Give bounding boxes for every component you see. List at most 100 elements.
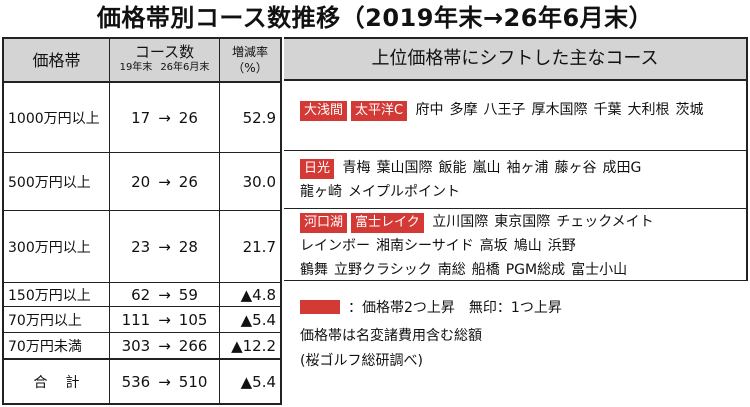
arrow: → bbox=[158, 372, 171, 391]
course-name: 鳩山 bbox=[513, 238, 542, 254]
course-name: 青梅 bbox=[342, 160, 371, 176]
course-name: 飯能 bbox=[438, 160, 467, 176]
course-tag: 大浅間 bbox=[300, 101, 348, 121]
course-group: 大浅間 太平洋C 府中 多摩 八王子 厚木国際 千葉 大利根 茨城 bbox=[284, 81, 748, 151]
arrow: → bbox=[158, 310, 171, 329]
table-row: 300万円以上 23 → 28 21.7 bbox=[4, 211, 280, 283]
row-price: 300万円以上 bbox=[4, 211, 110, 282]
course-name: 富士小山 bbox=[571, 262, 628, 278]
course-name: 藤ヶ谷 bbox=[554, 160, 597, 176]
row-count-to: 510 bbox=[178, 372, 208, 391]
table-row: 70万円以上 111 → 105 ▲5.4 bbox=[4, 307, 280, 333]
arrow: → bbox=[158, 285, 171, 304]
course-group: 河口湖 富士レイク 立川国際 東京国際 チェックメイト レインボー 湘南シーサイド 高坂鳩… bbox=[284, 209, 748, 281]
table-row: 500万円以上 20 → 26 30.0 bbox=[4, 153, 280, 211]
row-rate: ▲5.4 bbox=[240, 372, 276, 391]
course-name: 多摩 bbox=[449, 102, 478, 118]
course-tag: 日光 bbox=[300, 159, 335, 179]
row-count-from: 17 bbox=[131, 108, 151, 127]
legend-swatch bbox=[300, 300, 340, 314]
course-name: 嵐山 bbox=[472, 160, 501, 176]
table-row: 70万円未満 303 → 266 ▲12.2 bbox=[4, 333, 280, 359]
legend: ：価格帯2つ上昇 無印：1つ上昇 価格帯は名変諸費用含む総額 (桜ゴルフ総研調べ… bbox=[300, 297, 740, 373]
arrow: → bbox=[158, 108, 171, 127]
price-count-table: 価格帯 コース数 19年末 26年6月末 増減率 （%） 1000万円以上 17… bbox=[2, 37, 282, 405]
course-line: 龍ヶ崎 メイプルポイント bbox=[300, 180, 740, 204]
row-rate: ▲4.8 bbox=[240, 285, 276, 304]
arrow: → bbox=[158, 237, 171, 256]
course-line: 大浅間 太平洋C 府中 多摩 八王子 厚木国際 千葉 大利根 茨城 bbox=[300, 98, 740, 122]
page-title: 価格帯別コース数推移（2019年末→26年6月末） bbox=[96, 4, 654, 32]
row-count-from: 536 bbox=[121, 372, 151, 391]
header-count-from: 19年末 bbox=[119, 62, 153, 73]
source-note: (桜ゴルフ総研調べ) bbox=[300, 353, 423, 369]
row-count-from: 62 bbox=[131, 285, 151, 304]
course-name: レインボー bbox=[300, 238, 370, 254]
row-price: 70万円以上 bbox=[4, 307, 110, 332]
row-count-from: 303 bbox=[121, 336, 151, 355]
course-line: 河口湖 富士レイク 立川国際 東京国際 チェックメイト bbox=[300, 210, 740, 234]
course-name: 成田G bbox=[602, 160, 642, 176]
legend-note: 価格帯は名変諸費用含む総額 bbox=[300, 328, 482, 344]
row-count-to: 59 bbox=[178, 285, 198, 304]
course-name: 府中 bbox=[415, 102, 444, 118]
row-rate: 30.0 bbox=[242, 172, 276, 191]
course-name: 厚木国際 bbox=[531, 102, 588, 118]
course-name: 鶴舞 bbox=[300, 262, 328, 278]
row-count: 20 → 26 bbox=[110, 153, 220, 210]
course-line: レインボー 湘南シーサイド 高坂 鳩山 浜野 bbox=[300, 234, 740, 258]
header-rate-unit: （%） bbox=[232, 61, 268, 75]
row-count: 536 → 510 bbox=[110, 360, 220, 403]
course-name: 千葉 bbox=[593, 102, 622, 118]
course-name: 葉山国際 bbox=[376, 160, 433, 176]
arrow: → bbox=[158, 172, 171, 191]
legend-line: ：価格帯2つ上昇 無印：1つ上昇 bbox=[300, 297, 740, 319]
row-count: 303 → 266 bbox=[110, 333, 220, 358]
course-name: 袖ヶ浦 bbox=[506, 160, 549, 176]
row-count-to: 105 bbox=[178, 310, 208, 329]
header-count-label: コース数 bbox=[134, 43, 195, 61]
row-rate: ▲12.2 bbox=[231, 336, 276, 355]
course-name: 船橋 bbox=[471, 262, 500, 278]
course-line: 日光 青梅 葉山国際 飯能 嵐山 袖ヶ浦 藤ヶ谷 成田G bbox=[300, 156, 740, 180]
row-price: 500万円以上 bbox=[4, 153, 110, 210]
course-name: 南総 bbox=[437, 262, 466, 278]
course-name: 高坂 bbox=[479, 238, 508, 254]
arrow: → bbox=[158, 336, 171, 355]
course-name: メイプルポイント bbox=[348, 184, 460, 200]
row-price: 150万円以上 bbox=[4, 283, 110, 306]
course-name: 湘南シーサイド bbox=[376, 238, 474, 254]
row-price: 1000万円以上 bbox=[4, 83, 110, 152]
row-rate: ▲5.4 bbox=[240, 310, 276, 329]
header-rate-label: 増減率 bbox=[231, 45, 268, 59]
course-name: 八王子 bbox=[483, 102, 526, 118]
course-group: 日光 青梅 葉山国際 飯能 嵐山 袖ヶ浦 藤ヶ谷 成田G 龍ヶ崎 メイプルポイント bbox=[284, 151, 748, 209]
course-name: 東京国際 bbox=[494, 214, 551, 230]
course-name: 大利根 bbox=[627, 102, 670, 118]
header-count: コース数 19年末 26年6月末 bbox=[110, 39, 220, 83]
course-name: 茨城 bbox=[675, 102, 704, 118]
row-count-to: 266 bbox=[178, 336, 208, 355]
course-tag: 河口湖 bbox=[300, 213, 348, 233]
table-row: 1000万円以上 17 → 26 52.9 bbox=[4, 83, 280, 153]
row-count-to: 26 bbox=[178, 108, 198, 127]
shifted-courses-header: 上位価格帯にシフトした主なコース bbox=[284, 37, 748, 81]
row-rate: 52.9 bbox=[242, 108, 276, 127]
row-count-from: 20 bbox=[131, 172, 151, 191]
row-count-from: 23 bbox=[131, 237, 151, 256]
course-name: チェックメイト bbox=[556, 214, 654, 230]
header-count-sub: 19年末 26年6月末 bbox=[110, 60, 219, 76]
table-row: 150万円以上 62 → 59 ▲4.8 bbox=[4, 283, 280, 307]
row-count: 17 → 26 bbox=[110, 83, 220, 152]
course-name: 立川国際 bbox=[432, 214, 489, 230]
course-name: 浜野 bbox=[547, 238, 576, 254]
row-count-to: 26 bbox=[178, 172, 198, 191]
header-rate: 増減率 （%） bbox=[220, 39, 280, 83]
row-price: 70万円未満 bbox=[4, 333, 110, 358]
course-name: PGM総成 bbox=[505, 262, 566, 278]
row-count: 23 → 28 bbox=[110, 211, 220, 282]
table-total-row: 合計 536 → 510 ▲5.4 bbox=[4, 359, 280, 403]
row-count-from: 111 bbox=[121, 310, 151, 329]
table-header: 価格帯 コース数 19年末 26年6月末 増減率 （%） bbox=[4, 39, 280, 83]
course-line: 鶴舞 立野クラシック 南総 船橋 PGM総成 富士小山 bbox=[300, 258, 740, 282]
